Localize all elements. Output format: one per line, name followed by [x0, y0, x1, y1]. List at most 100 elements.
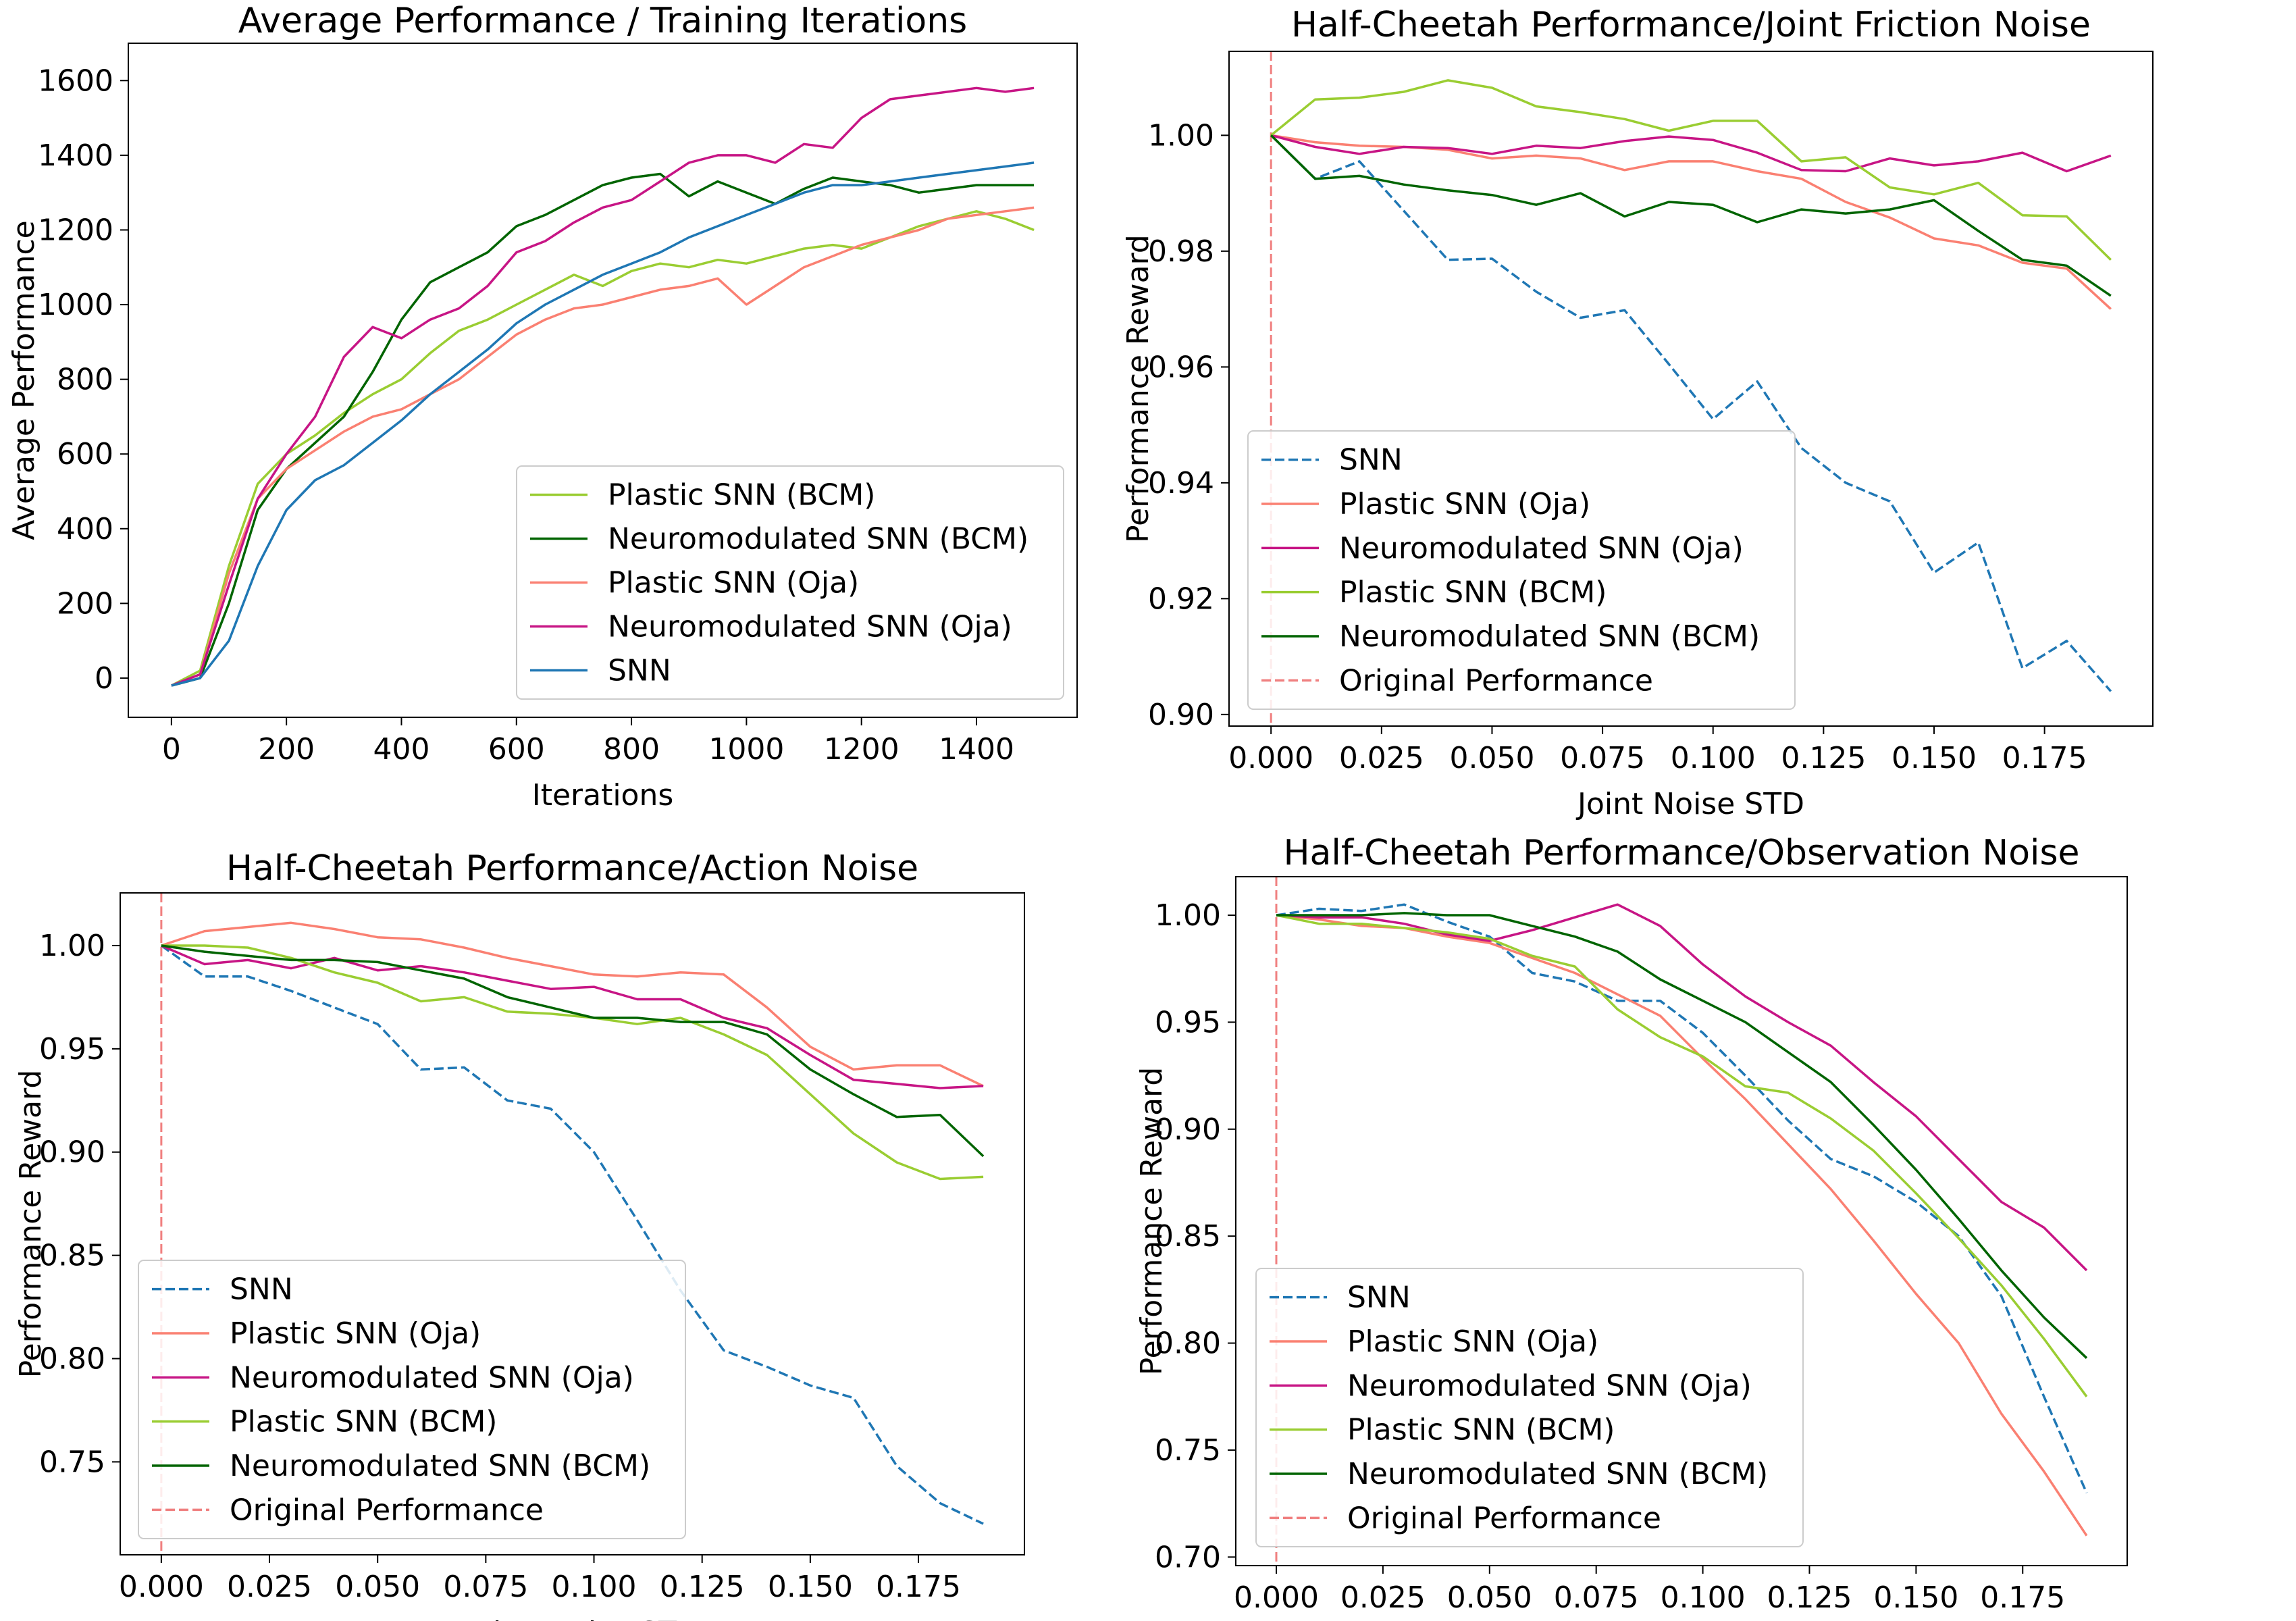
- y-tick-label: 0.94: [1148, 466, 1214, 500]
- chart-title: Half-Cheetah Performance/Joint Friction …: [1291, 5, 2091, 45]
- x-tick-label: 0.150: [1891, 741, 1977, 775]
- y-tick-label: 0.75: [39, 1445, 105, 1479]
- x-tick-label: 0.075: [1560, 741, 1645, 775]
- y-tick-label: 0.96: [1148, 350, 1214, 384]
- series-line-snn: [1270, 134, 2112, 692]
- legend-label: Plastic SNN (BCM): [1347, 1413, 1615, 1447]
- legend-label: Original Performance: [1339, 663, 1653, 698]
- x-tick-label: 0.050: [335, 1570, 420, 1604]
- x-tick-label: 1000: [708, 732, 784, 767]
- y-tick-label: 0.85: [39, 1239, 105, 1273]
- x-tick-label: 0: [162, 732, 181, 767]
- x-tick-label: 0.075: [443, 1570, 528, 1604]
- x-tick-label: 0.075: [1554, 1580, 1639, 1615]
- series-line-neuromodulated-snn-bcm: [171, 172, 1035, 687]
- legend-label: Neuromodulated SNN (Oja): [230, 1360, 634, 1395]
- x-tick-label: 0.150: [768, 1570, 853, 1604]
- x-tick-label: 0.175: [2002, 741, 2087, 775]
- series-line-neuromodulated-snn-bcm: [161, 944, 985, 1158]
- y-tick-label: 400: [57, 512, 113, 546]
- legend-label: Neuromodulated SNN (BCM): [1339, 619, 1760, 654]
- series-line-neuromodulated-snn-oja: [171, 86, 1035, 687]
- chart-title: Half-Cheetah Performance/Action Noise: [226, 848, 918, 889]
- legend-label: Plastic SNN (BCM): [608, 478, 875, 513]
- plot-frame: [1228, 51, 2154, 727]
- legend-box: [1247, 430, 1796, 710]
- series-line-neuromodulated-snn-bcm: [1276, 912, 2088, 1359]
- x-tick-label: 0.000: [119, 1570, 204, 1604]
- x-tick-label: 800: [603, 732, 660, 767]
- legend-label: SNN: [1347, 1281, 1411, 1315]
- y-tick-label: 600: [57, 437, 113, 471]
- series-line-snn: [160, 944, 984, 1525]
- series-line-plastic-snn-bcm: [1276, 914, 2088, 1397]
- y-tick-label: 1000: [38, 288, 113, 322]
- legend-label: Original Performance: [230, 1493, 544, 1527]
- legend-box: [1255, 1268, 1804, 1547]
- legend-box: [516, 465, 1064, 700]
- x-tick-label: 0.100: [552, 1570, 637, 1604]
- legend-label: Plastic SNN (Oja): [608, 566, 859, 600]
- y-axis-label: Performance Reward: [1121, 234, 1155, 543]
- x-tick-label: 0.025: [1339, 741, 1424, 775]
- y-tick-label: 200: [57, 586, 113, 621]
- y-tick-label: 0.92: [1148, 582, 1214, 616]
- legend-label: Neuromodulated SNN (Oja): [1347, 1368, 1752, 1403]
- legend-box: [138, 1260, 686, 1539]
- x-axis-label: Action Noise STD: [445, 1616, 700, 1621]
- y-tick-label: 0.85: [1155, 1219, 1221, 1254]
- x-tick-label: 0.125: [1781, 741, 1866, 775]
- chart-panel-2: Half-Cheetah Performance/Joint Friction …: [1121, 5, 2154, 821]
- series-line-snn: [171, 161, 1035, 687]
- x-axis-label: Iterations: [532, 778, 674, 813]
- y-tick-label: 0.75: [1155, 1433, 1221, 1468]
- legend-label: Plastic SNN (BCM): [1339, 575, 1607, 610]
- chart-panel-1: Average Performance / Training Iteration…: [7, 1, 1078, 813]
- y-tick-label: 1400: [38, 138, 113, 173]
- y-tick-label: 0.80: [39, 1342, 105, 1376]
- chart-title: Half-Cheetah Performance/Observation Noi…: [1283, 833, 2079, 873]
- x-tick-label: 1200: [824, 732, 899, 767]
- x-tick-label: 0.100: [1671, 741, 1756, 775]
- series-line-neuromodulated-snn-oja: [1276, 903, 2088, 1272]
- series-line-plastic-snn-oja: [171, 206, 1035, 687]
- y-tick-label: 0.90: [39, 1135, 105, 1170]
- x-tick-label: 0.125: [660, 1570, 745, 1604]
- x-tick-label: 0.000: [1234, 1580, 1319, 1615]
- y-tick-label: 0.90: [1155, 1112, 1221, 1147]
- x-tick-label: 400: [373, 732, 429, 767]
- y-tick-label: 0.95: [39, 1032, 105, 1066]
- legend: SNN Plastic SNN (Oja) Neuromodulated SNN (…: [138, 1260, 686, 1539]
- y-tick-label: 1.00: [1148, 118, 1214, 153]
- x-tick-label: 600: [488, 732, 545, 767]
- x-tick-label: 0.100: [1661, 1580, 1746, 1615]
- series-line-neuromodulated-snn-oja: [1270, 134, 2112, 173]
- x-tick-label: 0.050: [1447, 1580, 1532, 1615]
- legend-label: SNN: [608, 654, 671, 688]
- y-axis-label: Average Performance: [7, 220, 41, 540]
- y-axis-label: Performance Reward: [1134, 1067, 1169, 1376]
- x-tick-label: 1400: [939, 732, 1014, 767]
- chart-panel-3: Half-Cheetah Performance/Action Noise Act…: [14, 848, 1025, 1621]
- legend-label: Neuromodulated SNN (Oja): [1339, 531, 1744, 565]
- legend-label: Neuromodulated SNN (BCM): [1347, 1457, 1768, 1491]
- series-line-plastic-snn-bcm: [1270, 79, 2112, 261]
- legend-label: SNN: [230, 1272, 293, 1307]
- y-tick-label: 0.95: [1155, 1005, 1221, 1039]
- y-tick-label: 0: [95, 661, 113, 696]
- y-tick-label: 800: [57, 363, 113, 397]
- x-tick-label: 200: [258, 732, 315, 767]
- series-line-neuromodulated-snn-bcm: [1270, 134, 2112, 297]
- x-tick-label: 0.025: [1340, 1580, 1426, 1615]
- x-tick-label: 0.025: [227, 1570, 312, 1604]
- legend-label: Plastic SNN (Oja): [1347, 1324, 1598, 1359]
- y-tick-label: 0.70: [1155, 1540, 1221, 1574]
- chart-panel-4: Half-Cheetah Performance/Observation Noi…: [1134, 833, 2128, 1615]
- x-tick-label: 0.150: [1873, 1580, 1958, 1615]
- legend-label: Plastic SNN (Oja): [1339, 487, 1590, 521]
- legend: SNN Plastic SNN (Oja) Neuromodulated SNN (…: [1255, 1268, 1804, 1547]
- x-tick-label: 0.125: [1767, 1580, 1852, 1615]
- plot-frame: [1235, 876, 2128, 1566]
- y-tick-label: 1200: [38, 213, 113, 247]
